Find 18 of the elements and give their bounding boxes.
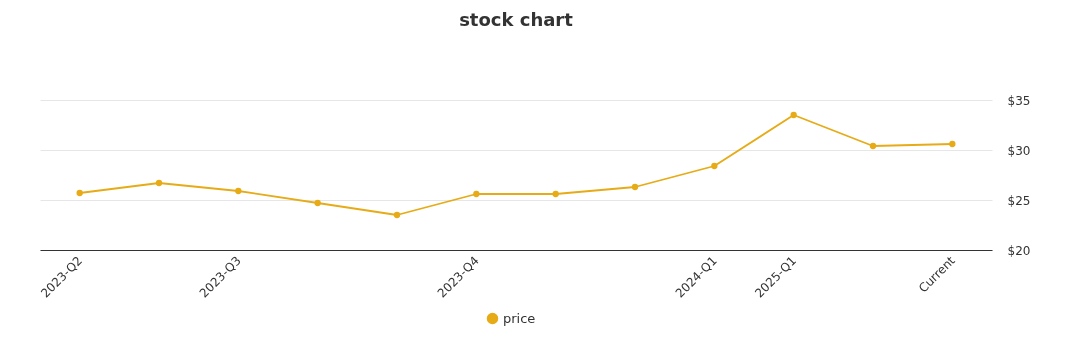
y-tick-label: $35 [1007,93,1031,108]
point [155,179,163,187]
point [790,111,797,119]
point [869,142,877,150]
chart-title: stock chart [459,9,574,30]
point [314,199,321,207]
point [949,140,956,148]
point [76,189,83,197]
point [235,187,242,195]
y-tick-label: $30 [1007,143,1031,158]
point [631,183,639,191]
legend-label: price [503,310,536,326]
point [711,162,718,170]
point [473,190,480,198]
point [552,190,559,198]
point [393,211,401,219]
y-tick-label: $25 [1007,193,1031,208]
y-tick-label: $20 [1007,243,1031,258]
